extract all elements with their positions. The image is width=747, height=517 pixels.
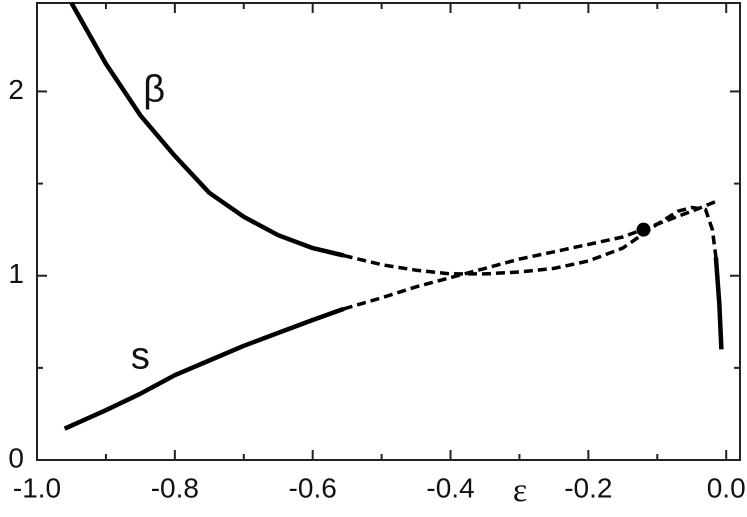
curve (63, 306, 345, 431)
y-tick-label: 2 (8, 74, 24, 105)
curve (713, 257, 724, 350)
x-tick-label: -0.8 (151, 472, 199, 503)
plot-frame (36, 2, 741, 461)
curve (343, 205, 718, 276)
curve (69, 1, 345, 258)
y-tick-label: 1 (8, 258, 24, 289)
annotation: s (131, 336, 150, 378)
x-tick-label: -0.6 (289, 472, 337, 503)
x-tick-label: 0.0 (707, 472, 746, 503)
curve (343, 198, 720, 311)
marker-point (636, 222, 651, 237)
y-tick-label: 0 (8, 442, 24, 473)
x-tick-label: -1.0 (13, 472, 61, 503)
x-tick-label: -0.4 (426, 472, 474, 503)
annotation: β (143, 68, 165, 110)
x-tick-label: -0.2 (564, 472, 612, 503)
x-axis-label: ε (513, 472, 527, 509)
